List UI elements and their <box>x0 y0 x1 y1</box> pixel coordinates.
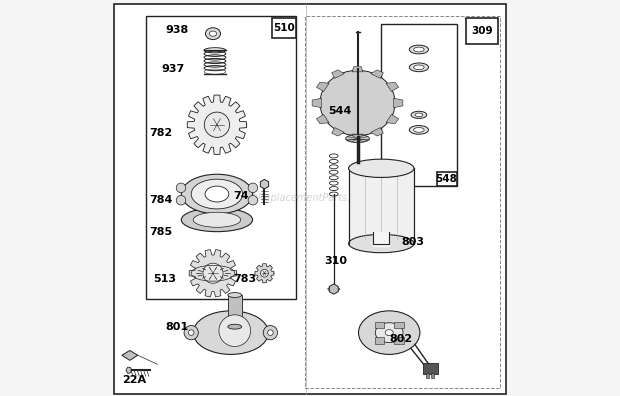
Bar <box>348 168 414 244</box>
Text: 785: 785 <box>149 227 173 237</box>
Circle shape <box>260 269 268 277</box>
Polygon shape <box>386 114 399 124</box>
Text: 513: 513 <box>154 274 177 284</box>
Ellipse shape <box>415 113 423 116</box>
Bar <box>374 337 384 344</box>
Polygon shape <box>352 134 363 139</box>
Ellipse shape <box>414 47 424 52</box>
Ellipse shape <box>210 31 216 36</box>
Polygon shape <box>260 179 268 189</box>
Ellipse shape <box>414 128 424 132</box>
Circle shape <box>176 183 186 192</box>
Polygon shape <box>386 82 399 91</box>
Polygon shape <box>371 70 383 78</box>
Bar <box>272 18 296 38</box>
Polygon shape <box>329 284 339 294</box>
Circle shape <box>205 112 229 137</box>
Circle shape <box>248 183 258 192</box>
Ellipse shape <box>385 329 393 336</box>
Ellipse shape <box>345 135 370 143</box>
Ellipse shape <box>358 311 420 354</box>
Polygon shape <box>316 114 329 124</box>
Ellipse shape <box>228 324 242 329</box>
Text: 510: 510 <box>273 23 295 33</box>
Circle shape <box>248 196 258 205</box>
Circle shape <box>264 326 278 340</box>
Polygon shape <box>394 98 403 108</box>
Ellipse shape <box>205 186 229 202</box>
Ellipse shape <box>328 287 340 291</box>
Text: 544: 544 <box>328 106 351 116</box>
Polygon shape <box>352 67 363 72</box>
Ellipse shape <box>414 65 424 70</box>
Text: 938: 938 <box>166 25 188 35</box>
Bar <box>423 363 438 374</box>
Ellipse shape <box>191 179 242 209</box>
Ellipse shape <box>205 28 221 40</box>
Bar <box>394 322 404 328</box>
Polygon shape <box>126 367 131 373</box>
Text: 310: 310 <box>324 256 347 267</box>
Text: 22A: 22A <box>122 375 146 385</box>
Text: 782: 782 <box>149 128 173 138</box>
Ellipse shape <box>181 208 252 232</box>
Bar <box>305 16 500 388</box>
Circle shape <box>176 196 186 205</box>
Ellipse shape <box>228 293 242 297</box>
Polygon shape <box>122 350 138 360</box>
Circle shape <box>188 330 194 335</box>
Ellipse shape <box>411 111 427 118</box>
Polygon shape <box>255 264 274 283</box>
Bar <box>431 373 434 378</box>
Bar <box>381 24 456 186</box>
Ellipse shape <box>348 159 414 177</box>
Polygon shape <box>312 98 322 108</box>
Bar <box>436 172 456 186</box>
Ellipse shape <box>409 45 428 54</box>
Text: 309: 309 <box>471 26 493 36</box>
Ellipse shape <box>193 311 268 354</box>
Text: 548: 548 <box>436 174 458 184</box>
Polygon shape <box>332 70 344 78</box>
Circle shape <box>184 326 198 340</box>
Polygon shape <box>316 82 329 91</box>
Text: 803: 803 <box>401 236 424 247</box>
Text: 783: 783 <box>232 274 256 284</box>
Text: 937: 937 <box>161 64 185 74</box>
Ellipse shape <box>409 63 428 72</box>
Ellipse shape <box>193 212 241 227</box>
Ellipse shape <box>320 70 395 135</box>
Bar <box>374 322 384 328</box>
Circle shape <box>268 330 273 335</box>
Polygon shape <box>187 95 247 154</box>
Bar <box>466 18 498 44</box>
Bar <box>394 337 404 344</box>
Text: 801: 801 <box>166 322 188 332</box>
Bar <box>228 295 242 327</box>
Ellipse shape <box>181 174 252 214</box>
Polygon shape <box>332 128 344 136</box>
Polygon shape <box>189 249 237 297</box>
Bar <box>426 373 429 378</box>
Bar <box>146 16 296 299</box>
Polygon shape <box>371 128 383 136</box>
Text: 784: 784 <box>149 195 173 205</box>
Text: ©ReplacementParts.com: ©ReplacementParts.com <box>249 193 371 203</box>
Circle shape <box>203 263 223 283</box>
Ellipse shape <box>348 234 414 253</box>
Ellipse shape <box>409 126 428 134</box>
Text: 802: 802 <box>389 333 412 344</box>
Circle shape <box>219 315 250 346</box>
Polygon shape <box>373 232 389 246</box>
Text: 74: 74 <box>232 191 249 201</box>
Ellipse shape <box>375 323 403 343</box>
